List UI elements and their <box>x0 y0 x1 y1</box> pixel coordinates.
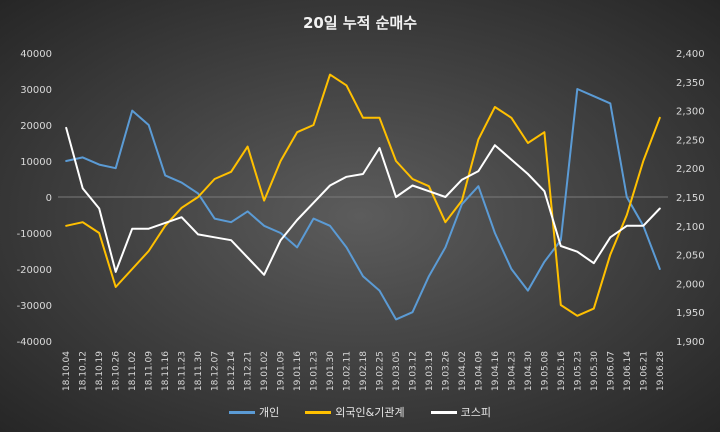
legend-swatch-foreign-institution <box>305 410 332 414</box>
x-axis-tick-label: 19.03.26 <box>441 351 451 391</box>
left-axis-tick-label: 10000 <box>20 157 52 168</box>
right-axis-tick-label: 1,950 <box>676 308 705 319</box>
right-axis-tick-label: 2,200 <box>676 164 705 175</box>
x-axis-tick-label: 19.06.14 <box>623 351 633 391</box>
x-axis-tick-label: 18.10.04 <box>62 351 72 391</box>
x-axis-tick-label: 19.03.05 <box>392 351 402 391</box>
x-axis-tick-label: 19.05.16 <box>557 351 567 391</box>
right-axis-tick-label: 2,350 <box>676 78 705 89</box>
x-axis-tick-label: 19.06.21 <box>639 351 649 391</box>
legend-label-kospi: 코스피 <box>460 406 491 419</box>
left-axis-tick-label: -20000 <box>17 265 52 276</box>
series-line-2 <box>65 126 661 276</box>
x-axis-tick-label: 19.04.23 <box>507 351 517 391</box>
x-axis-tick-label: 19.02.18 <box>359 351 369 391</box>
x-axis-tick-label: 19.01.09 <box>277 351 287 391</box>
x-axis-tick-label: 18.10.19 <box>95 351 105 391</box>
left-axis-tick-label: -10000 <box>17 229 52 240</box>
x-axis-tick-label: 18.11.23 <box>178 351 188 391</box>
x-axis-tick-label: 18.12.07 <box>211 351 221 391</box>
x-axis-tick-label: 19.05.08 <box>540 351 550 391</box>
right-axis-tick-label: 2,250 <box>676 135 705 146</box>
x-axis-tick-label: 19.03.12 <box>408 351 418 391</box>
x-axis-tick-label: 19.01.23 <box>310 351 320 391</box>
right-axis-tick-label: 2,300 <box>676 107 705 118</box>
x-axis-tick-label: 19.06.07 <box>606 351 616 391</box>
legend-item-individual[interactable]: 개인 <box>229 404 279 420</box>
x-axis-tick-label: 19.05.23 <box>573 351 583 391</box>
legend-label-foreign-institution: 외국인&기관계 <box>335 406 405 419</box>
right-axis-tick-label: 2,400 <box>676 49 705 60</box>
legend-item-kospi[interactable]: 코스피 <box>430 404 491 420</box>
x-axis-tick-label: 19.02.11 <box>343 351 353 391</box>
series-line-1 <box>65 73 661 317</box>
x-axis-tick-label: 18.11.09 <box>145 351 155 391</box>
x-axis-tick-label: 19.04.30 <box>524 351 534 391</box>
right-axis-tick-label: 2,000 <box>676 279 705 290</box>
x-axis-tick-label: 18.12.21 <box>244 351 254 391</box>
left-axis-tick-label: 0 <box>46 193 52 204</box>
x-axis-tick-label: 19.04.09 <box>474 351 484 391</box>
x-axis-tick-label: 18.10.12 <box>79 351 89 391</box>
left-axis-tick-label: 20000 <box>20 121 52 132</box>
left-axis-tick-label: -40000 <box>17 337 52 348</box>
x-axis-tick-label: 19.02.25 <box>375 351 385 391</box>
right-axis-tick-label: 2,050 <box>676 251 705 262</box>
left-axis-tick-label: 30000 <box>20 85 52 96</box>
left-axis-tick-label: 40000 <box>20 49 52 60</box>
x-axis-tick-label: 18.11.16 <box>161 351 171 391</box>
legend-item-foreign-institution[interactable]: 외국인&기관계 <box>305 404 405 420</box>
chart-legend: 개인 외국인&기관계 코스피 <box>0 404 720 420</box>
x-axis-tick-label: 19.01.16 <box>293 351 303 391</box>
chart-title: 20일 누적 순매수 <box>302 14 418 32</box>
x-axis-tick-label: 19.05.30 <box>590 351 600 391</box>
x-axis-tick-label: 19.01.30 <box>326 351 336 391</box>
right-axis-tick-label: 2,100 <box>676 222 705 233</box>
x-axis-tick-label: 18.10.26 <box>112 351 122 391</box>
x-axis-tick-label: 19.06.28 <box>656 351 666 391</box>
x-axis-tick-label: 18.11.02 <box>128 351 138 391</box>
legend-label-individual: 개인 <box>259 406 280 419</box>
legend-swatch-kospi <box>430 410 457 414</box>
x-axis-tick-label: 19.04.02 <box>458 351 468 391</box>
x-axis-tick-label: 19.01.02 <box>260 351 270 391</box>
right-axis-tick-label: 1,900 <box>676 337 705 348</box>
x-axis-tick-label: 18.12.14 <box>227 351 237 391</box>
legend-swatch-individual <box>229 410 256 414</box>
x-axis-tick-label: 19.04.16 <box>491 351 501 391</box>
right-axis-tick-label: 2,150 <box>676 193 705 204</box>
left-axis-tick-label: -30000 <box>17 301 52 312</box>
x-axis-tick-label: 19.03.19 <box>425 351 435 391</box>
series-line-0 <box>65 88 661 321</box>
x-axis-tick-label: 18.11.30 <box>194 351 204 391</box>
